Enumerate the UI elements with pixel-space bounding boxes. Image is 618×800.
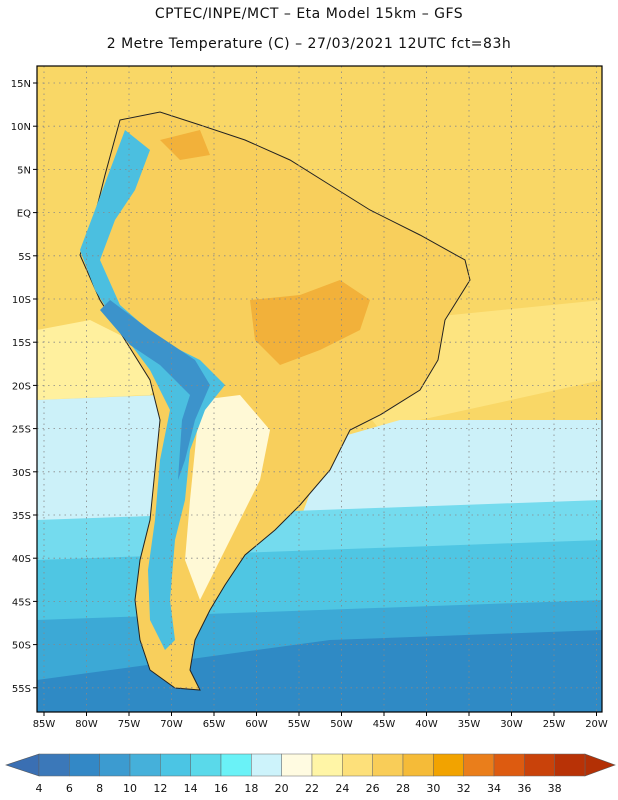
latitude-label: 10N (11, 122, 31, 133)
colorbar-swatch (433, 753, 464, 777)
latitude-label: 45S (12, 597, 31, 608)
mild-ocean-zone (37, 395, 602, 520)
colorbar-high-arrow (584, 753, 616, 777)
colorbar-swatch (554, 753, 586, 777)
andes-high-cold-band (100, 300, 210, 480)
latitude-labels: 15N 10N 5N EQ 5S 10S 15S 20S 25S 30S 35S 40S 45S 50S 5… (11, 79, 37, 695)
continent-land (79, 111, 471, 691)
colorbar-swatch (281, 753, 313, 777)
longitude-label: 75W (118, 719, 141, 730)
latitude-label: 40S (12, 554, 31, 565)
latitude-label: 15N (11, 79, 31, 90)
latitude-label: 25S (12, 425, 31, 436)
longitude-label: 70W (160, 719, 183, 730)
colorbar-swatch (463, 753, 495, 777)
map-subtitle: 2 Metre Temperature (C) – 27/03/2021 12U… (106, 36, 512, 52)
colorbar-label: 20 (275, 782, 289, 795)
colorbar-swatch (524, 753, 555, 777)
colorbar-label: 36 (517, 782, 531, 795)
colorbar-label: 6 (66, 782, 73, 795)
warm-ocean-band (37, 320, 165, 400)
longitude-label: 50W (330, 719, 353, 730)
lat-lon-grid (37, 66, 602, 712)
latitude-label: EQ (17, 209, 31, 220)
longitude-label: 35W (458, 719, 481, 730)
map-frame (36, 65, 603, 713)
longitude-label: 55W (288, 719, 311, 730)
colorbar-label: 10 (123, 782, 137, 795)
map-title: CPTEC/INPE/MCT – Eta Model 15km – GFS (154, 6, 464, 22)
colorbar-label: 12 (153, 782, 167, 795)
colorbar-label: 4 (36, 782, 43, 795)
colorbar-label: 34 (487, 782, 501, 795)
latitude-label: 20S (12, 381, 31, 392)
latitude-label: 5S (18, 252, 31, 263)
longitude-label: 85W (33, 719, 56, 730)
latitude-label: 50S (12, 641, 31, 652)
colorbar-swatch (493, 753, 525, 777)
longitude-label: 65W (203, 719, 226, 730)
colorbar-swatch (342, 753, 373, 777)
colorbar-swatch (311, 753, 343, 777)
longitude-label: 45W (373, 719, 396, 730)
colorbar-label: 38 (548, 782, 562, 795)
longitude-label: 20W (585, 719, 608, 730)
longitude-label: 40W (415, 719, 438, 730)
latitude-label: 15S (12, 338, 31, 349)
colorbar-label: 26 (366, 782, 380, 795)
latitude-label: 35S (12, 511, 31, 522)
colorbar-label: 16 (214, 782, 228, 795)
temperature-field (37, 66, 602, 712)
colorbar-swatch (69, 753, 100, 777)
longitude-label: 30W (500, 719, 523, 730)
colorbar-swatch (190, 753, 222, 777)
colorbar-swatch (99, 753, 131, 777)
colorbar-low-arrow (5, 753, 40, 777)
coldest-ocean-zone (37, 630, 602, 712)
longitude-label: 60W (245, 719, 268, 730)
latitude-label: 5N (17, 165, 31, 176)
temperature-colorbar: 4 6 8 10 12 14 16 18 20 22 24 26 28 30 32 34 36 38 (5, 753, 616, 795)
colorbar-label: 22 (305, 782, 319, 795)
longitude-label: 25W (543, 719, 566, 730)
latitude-label: 10S (12, 295, 31, 306)
colorbar-label: 14 (184, 782, 198, 795)
longitude-labels: 85W 80W 75W 70W 65W 60W 55W 50W 45W 40W 35W 30W 25W 2… (33, 712, 608, 730)
colorbar-swatch (372, 753, 404, 777)
hot-interior-zone (160, 130, 370, 365)
latitude-label: 55S (12, 684, 31, 695)
colorbar-swatch (251, 753, 282, 777)
longitude-label: 80W (75, 719, 98, 730)
colorbar-swatch (160, 753, 191, 777)
colorbar-swatch (129, 753, 161, 777)
colorbar-label: 28 (396, 782, 410, 795)
colorbar-swatch (38, 753, 70, 777)
latitude-label: 30S (12, 468, 31, 479)
colorbar-label: 18 (244, 782, 258, 795)
colorbar-label: 32 (457, 782, 471, 795)
colorbar-label: 8 (96, 782, 103, 795)
patagonia-mild-zone (185, 395, 270, 600)
colorbar-swatch (402, 753, 434, 777)
colorbar-label: 24 (335, 782, 349, 795)
colorbar-swatch (220, 753, 252, 777)
colorbar-label: 30 (426, 782, 440, 795)
